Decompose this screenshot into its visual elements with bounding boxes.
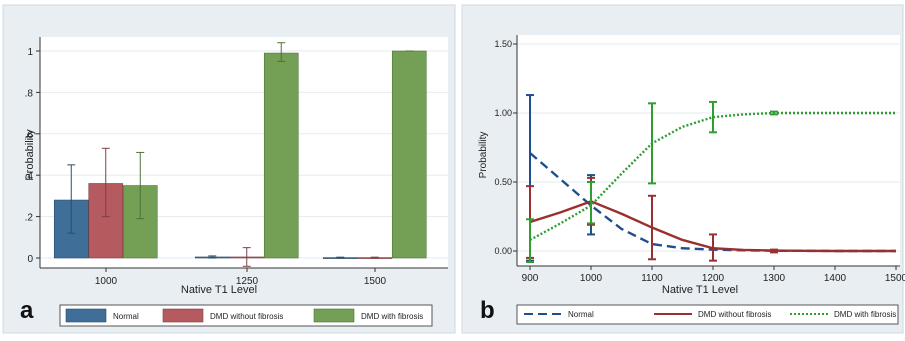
x-tick-label: 1500 — [364, 276, 387, 287]
legend-swatch — [162, 308, 204, 323]
x-tick-label: 1400 — [824, 273, 847, 284]
panel-a-axes: 0 .2 .4 .6 .8 1 1000 1250 1500 — [25, 37, 448, 287]
y-tick-label: .8 — [25, 88, 34, 99]
legend-label: DMD without fibrosis — [210, 312, 283, 321]
y-tick-label: 1 — [27, 47, 33, 58]
legend-label: DMD without fibrosis — [698, 310, 771, 319]
y-tick-label: .6 — [25, 130, 34, 141]
x-tick-label: 1000 — [580, 273, 603, 284]
panel-b-axes: 0.00 0.50 1.00 1.50 900 1000 1100 1200 1300 1400 1… — [494, 35, 905, 284]
series-line — [529, 111, 896, 242]
x-tick-label: 1100 — [641, 273, 663, 284]
legend-label: Normal — [113, 312, 139, 321]
x-tick-label: 1200 — [702, 273, 725, 284]
legend-swatch — [65, 308, 107, 323]
panel-b-grid — [517, 43, 900, 252]
panel-b-y-axis-title: Probability — [478, 132, 489, 179]
panel-a-letter: a — [20, 297, 34, 324]
x-tick-label: 1250 — [236, 276, 259, 287]
panel-b: 0.00 0.50 1.00 1.50 900 1000 1100 1200 1300 1400 1… — [461, 4, 905, 334]
legend-label: DMD with fibrosis — [834, 310, 896, 319]
x-tick-label: 1000 — [95, 276, 118, 287]
x-tick-label: 1300 — [763, 273, 786, 284]
legend-swatch — [313, 308, 355, 323]
legend-label: Normal — [568, 310, 594, 319]
panel-a-x-axis-title: Native T1 Level — [181, 284, 257, 296]
panel-b-legend-items: Normal DMD without fibrosis DMD with fibro… — [524, 310, 896, 319]
y-tick-label: 0.50 — [494, 177, 512, 187]
y-tick-label: 0 — [27, 254, 33, 265]
bar — [391, 50, 427, 259]
panel-a-legend-items: Normal DMD without fibrosis DMD with fibro… — [65, 308, 423, 323]
panel-a-marks — [53, 42, 427, 267]
panel-a: 0 .2 .4 .6 .8 1 1000 1250 1500 Native T1 Level P… — [2, 4, 456, 334]
y-tick-label: .4 — [25, 171, 34, 182]
panel-a-y-axis-title: Probability — [24, 129, 36, 181]
y-tick-label: 0.00 — [494, 246, 512, 256]
x-tick-label: 1500 — [885, 273, 905, 284]
panel-b-letter: b — [480, 297, 495, 324]
y-tick-label: .2 — [25, 213, 34, 224]
x-tick-label: 900 — [522, 273, 539, 284]
legend-label: DMD with fibrosis — [361, 312, 423, 321]
panel-b-marks — [526, 94, 896, 264]
panel-b-plot-area — [517, 35, 900, 266]
panel-b-legend — [516, 304, 899, 325]
y-tick-label: 1.00 — [494, 108, 512, 118]
bar — [263, 52, 299, 259]
y-tick-label: 1.50 — [494, 39, 512, 49]
panel-b-x-axis-title: Native T1 Level — [662, 284, 738, 296]
